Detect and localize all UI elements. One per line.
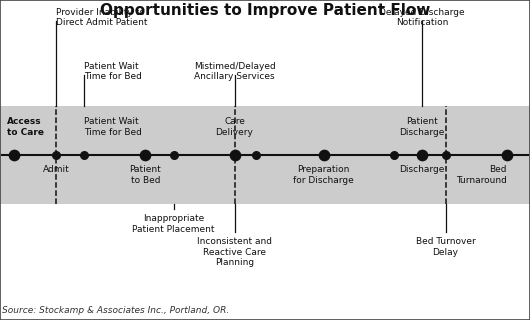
Point: [230, 152, 239, 157]
Text: Admit: Admit: [43, 165, 69, 174]
Point: [169, 152, 178, 157]
Text: Source: Stockamp & Associates Inc., Portland, OR.: Source: Stockamp & Associates Inc., Port…: [2, 306, 229, 315]
Text: Bed Turnover
Delay: Bed Turnover Delay: [416, 237, 475, 257]
Text: Discharge: Discharge: [400, 165, 445, 174]
Point: [52, 152, 60, 157]
Text: Preparation
for Discharge: Preparation for Discharge: [293, 165, 354, 185]
FancyBboxPatch shape: [0, 106, 530, 204]
Text: Inappropriate
Patient Placement: Inappropriate Patient Placement: [132, 214, 215, 234]
Point: [502, 152, 511, 157]
Point: [320, 152, 328, 157]
Point: [441, 152, 450, 157]
Text: Care
Delivery: Care Delivery: [216, 117, 253, 137]
Text: Patient
Discharge: Patient Discharge: [400, 117, 445, 137]
Text: Patient
to Bed: Patient to Bed: [129, 165, 161, 185]
Point: [10, 152, 19, 157]
Text: Opportunities to Improve Patient Flow: Opportunities to Improve Patient Flow: [100, 3, 430, 18]
Text: Patient Wait
Time for Bed: Patient Wait Time for Bed: [84, 62, 142, 81]
Text: Access
to Care: Access to Care: [7, 117, 44, 137]
Point: [251, 152, 260, 157]
Point: [418, 152, 426, 157]
Text: Patient Wait
Time for Bed: Patient Wait Time for Bed: [84, 117, 142, 137]
Point: [141, 152, 149, 157]
Text: Inconsistent and
Reactive Care
Planning: Inconsistent and Reactive Care Planning: [197, 237, 272, 267]
Text: Bed
Turnaround: Bed Turnaround: [456, 165, 507, 185]
Text: Provider Inability to
Direct Admit Patient: Provider Inability to Direct Admit Patie…: [56, 8, 148, 27]
Point: [390, 152, 398, 157]
Point: [80, 152, 89, 157]
Text: Mistimed/Delayed
Ancillary Services: Mistimed/Delayed Ancillary Services: [193, 62, 276, 81]
Text: Delayed Discharge
Notification: Delayed Discharge Notification: [379, 8, 465, 27]
